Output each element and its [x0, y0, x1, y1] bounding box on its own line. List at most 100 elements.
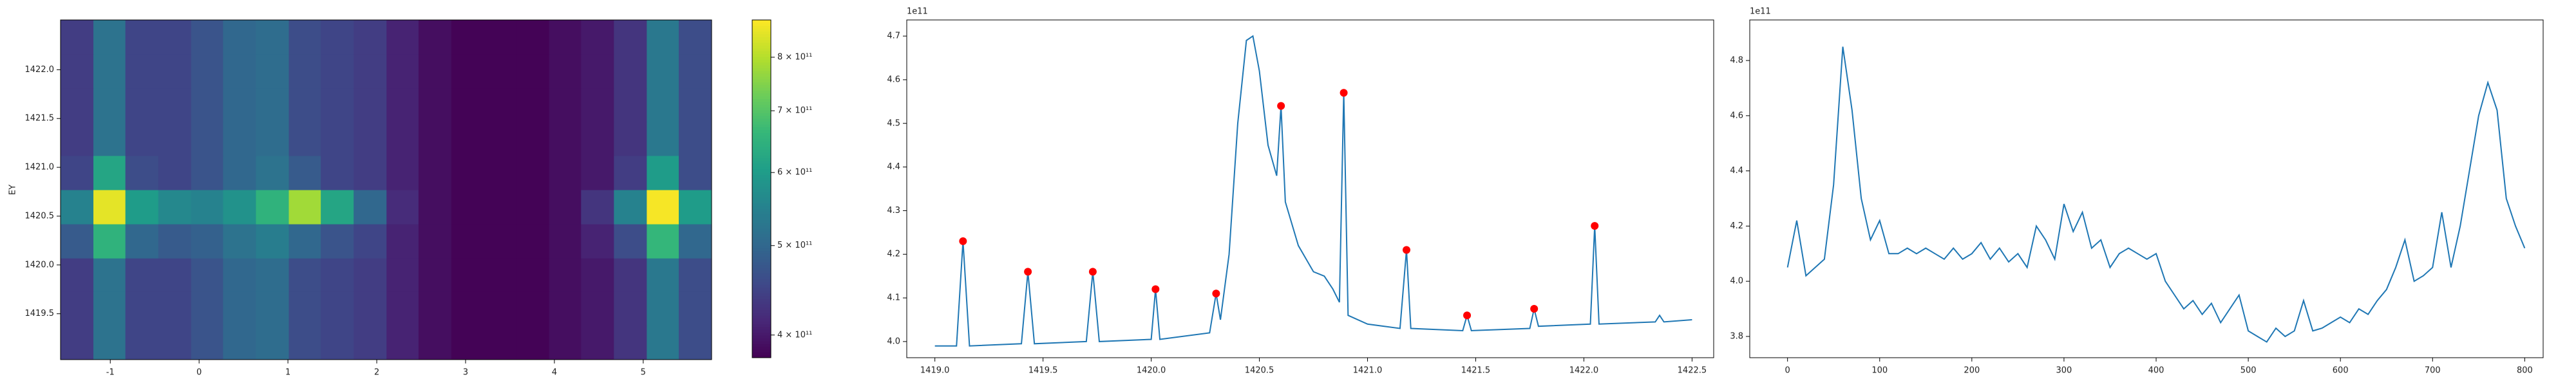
heatmap-cell [451, 88, 485, 122]
peak-marker [1340, 89, 1348, 97]
peak-marker [1212, 290, 1220, 298]
heatmap-cell [418, 291, 452, 326]
colorbar-gradient [752, 203, 771, 207]
colorbar-gradient [752, 39, 771, 43]
colorbar-gradient [752, 318, 771, 322]
peak-marker [1463, 311, 1472, 320]
y-tick-label: 4.4 [1730, 166, 1743, 176]
colorbar-gradient [752, 65, 771, 68]
heatmap-cell [549, 258, 582, 292]
colorbar-gradient [752, 217, 771, 221]
heatmap-cell [158, 54, 192, 89]
colorbar-gradient [752, 82, 771, 86]
colorbar-gradient [752, 166, 771, 170]
colorbar-gradient [752, 304, 771, 308]
x-tick-label: 1421.5 [1461, 366, 1491, 376]
heatmap-cell [549, 325, 582, 360]
heatmap-cell [93, 54, 126, 89]
y-tick-label: 4.6 [1730, 111, 1743, 120]
heatmap-cell [418, 54, 452, 89]
colorbar-gradient [752, 62, 771, 66]
colorbar-gradient [752, 163, 771, 167]
y-tick-label: 4.4 [887, 162, 900, 172]
heatmap-cell [223, 20, 256, 55]
heatmap-cell [451, 258, 485, 292]
colorbar-gradient [752, 228, 771, 232]
heatmap-cell [678, 88, 712, 122]
x-tick-label: 3 [463, 368, 468, 378]
heatmap-cell [223, 190, 256, 225]
heatmap-cell [484, 54, 517, 89]
colorbar-gradient [752, 270, 771, 274]
heatmap-cell [158, 20, 192, 55]
colorbar-gradient [752, 321, 771, 324]
heatmap-cell [614, 20, 647, 55]
heatmap-cell [223, 224, 256, 259]
heatmap-cell [321, 291, 354, 326]
heatmap-cell [93, 20, 126, 55]
heatmap-cell [614, 258, 647, 292]
heatmap-cell [678, 20, 712, 55]
heatmap-cell [386, 190, 419, 225]
x-tick-label: 1419.5 [1028, 366, 1058, 376]
heatmap-cell [191, 258, 223, 292]
y-tick-label: 1421.0 [25, 163, 55, 172]
colorbar-gradient [752, 53, 771, 57]
colorbar-gradient [752, 178, 771, 181]
y-tick-label: 1422.0 [25, 65, 55, 75]
heatmap-cell [418, 224, 452, 259]
heatmap-cell [93, 224, 126, 259]
heatmap-cell [125, 20, 159, 55]
colorbar-gradient [752, 129, 771, 133]
heatmap-cell [289, 121, 321, 156]
heatmap-cell [614, 325, 647, 360]
heatmap-cell [158, 88, 192, 122]
colorbar-gradient [752, 115, 771, 119]
heatmap-cell [191, 20, 223, 55]
x-tick-label: 5 [641, 368, 646, 378]
heatmap-cell [549, 20, 582, 55]
heatmap-cell [451, 121, 485, 156]
peak-marker [959, 237, 967, 245]
colorbar-gradient [752, 68, 771, 71]
x-tick-label: 100 [1871, 366, 1888, 376]
colorbar-gradient [752, 211, 771, 215]
heatmap-cell [678, 121, 712, 156]
colorbar-gradient [752, 245, 771, 248]
heatmap-cell [484, 20, 517, 55]
x-tick-label: -1 [106, 368, 115, 378]
axes-frame [1749, 19, 2544, 358]
heatmap-cell [581, 121, 614, 156]
heatmap-cell [289, 54, 321, 89]
colorbar-gradient [752, 84, 771, 88]
colorbar-gradient [752, 51, 771, 54]
colorbar-gradient [752, 194, 771, 198]
heatmap-cell [614, 88, 647, 122]
colorbar-gradient [752, 127, 771, 131]
heatmap-cell [386, 54, 419, 89]
colorbar-gradient [752, 121, 771, 125]
x-tick-label: 1422.5 [1678, 366, 1707, 376]
colorbar-gradient [752, 113, 771, 116]
heatmap-cell [354, 155, 387, 190]
peak-marker [1530, 305, 1539, 313]
y-tick-label: 4.0 [887, 336, 900, 346]
heatmap-cell [581, 325, 614, 360]
colorbar-gradient [752, 236, 771, 240]
y-tick-label: 4.5 [887, 118, 900, 128]
colorbar-gradient [752, 338, 771, 342]
colorbar-gradient [752, 262, 771, 266]
heatmap-cell [581, 155, 614, 190]
heatmap-cell [614, 155, 647, 190]
heatmap-cell [451, 190, 485, 225]
colorbar-gradient [752, 33, 771, 37]
y-tick-label: 4.2 [887, 250, 900, 259]
colorbar-gradient [752, 73, 771, 77]
heatmap-cell [125, 224, 159, 259]
colorbar-gradient [752, 93, 771, 96]
colorbar-gradient [752, 96, 771, 99]
x-tick-label: 400 [2148, 366, 2164, 376]
x-tick-label: 0 [1785, 366, 1790, 376]
colorbar-gradient [752, 31, 771, 35]
heatmap-cell [289, 20, 321, 55]
